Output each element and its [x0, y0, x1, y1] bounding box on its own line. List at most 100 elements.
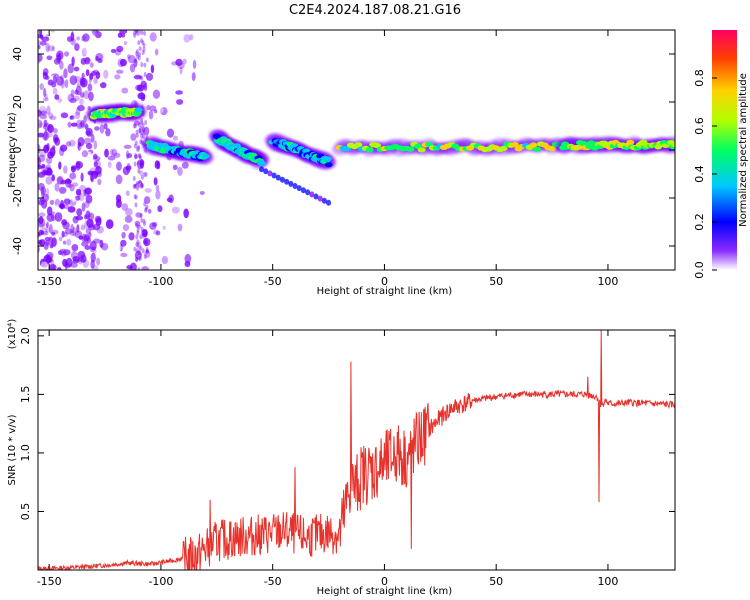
noise-blob — [143, 86, 147, 92]
noise-blob — [144, 119, 148, 125]
noise-blob — [140, 217, 144, 223]
noise-blob — [145, 72, 154, 81]
noise-blob — [142, 237, 151, 247]
noise-blob — [144, 188, 152, 193]
noise-blob — [43, 87, 47, 98]
noise-blob — [58, 236, 63, 242]
noise-blob — [138, 155, 142, 161]
noise-blob — [38, 39, 41, 47]
noise-blob — [141, 160, 145, 166]
noise-blob — [79, 92, 85, 98]
ridge-cell — [302, 148, 311, 154]
noise-blob — [137, 51, 141, 57]
noise-blob — [142, 46, 146, 52]
noise-blob — [38, 45, 41, 50]
noise-blob — [57, 267, 62, 270]
noise-blob — [76, 36, 80, 41]
noise-blob — [138, 170, 144, 176]
noise-blob — [68, 192, 72, 200]
noise-blob — [135, 223, 139, 229]
noise-blob — [105, 128, 111, 137]
noise-blob — [133, 161, 137, 167]
noise-blob — [76, 190, 82, 198]
noise-blob — [90, 173, 94, 182]
noise-blob — [38, 223, 45, 229]
noise-blob — [80, 224, 86, 231]
noise-blob — [138, 256, 142, 262]
noise-blob — [45, 176, 53, 185]
noise-blob — [184, 253, 192, 264]
noise-blob — [52, 45, 56, 52]
noise-blob — [137, 40, 141, 46]
noise-blob — [85, 127, 93, 137]
noise-blob — [94, 126, 100, 131]
noise-blob — [144, 30, 150, 38]
noise-blob — [120, 33, 126, 38]
ridge-cell — [324, 162, 333, 168]
noise-blob — [151, 221, 158, 227]
noise-blob — [135, 257, 139, 263]
noise-blob — [86, 236, 91, 244]
noise-blob — [60, 74, 64, 81]
noise-blob — [132, 30, 136, 36]
noise-blob — [179, 66, 183, 75]
colorbar-label: Normalized spectral amplitude — [738, 73, 749, 227]
noise-blob — [64, 51, 70, 57]
colorbar-tick-label: 0.6 — [693, 117, 706, 135]
noise-blob — [90, 252, 96, 263]
ridge-cell — [548, 146, 557, 152]
noise-blob — [127, 55, 136, 64]
noise-blob — [43, 167, 51, 176]
noise-blob — [142, 94, 146, 100]
noise-blob — [140, 30, 144, 36]
snr-series-line — [38, 330, 675, 570]
noise-blob — [42, 97, 49, 102]
noise-blob — [57, 98, 63, 103]
noise-blob — [137, 55, 141, 61]
noise-blob — [150, 64, 155, 74]
noise-blob — [70, 165, 77, 170]
noise-blob — [48, 224, 53, 234]
noise-blob — [46, 142, 50, 152]
noise-blob — [60, 79, 66, 89]
noise-blob — [45, 187, 50, 198]
noise-blob — [136, 160, 140, 166]
noise-blob — [85, 194, 93, 204]
noise-blob — [135, 185, 139, 191]
noise-blob — [137, 145, 141, 151]
noise-blob — [136, 239, 140, 245]
noise-blob — [74, 43, 80, 52]
noise-blob — [115, 199, 122, 209]
noise-blob — [161, 226, 166, 236]
noise-blob — [182, 58, 187, 65]
trail-cell — [313, 193, 319, 200]
noise-blob — [45, 75, 50, 81]
noise-blob — [77, 104, 85, 112]
figure-title: C2E4.2024.187.08.21.G16 — [289, 3, 461, 18]
noise-blob — [80, 35, 86, 42]
noise-blob — [113, 152, 121, 159]
noise-blob — [46, 131, 53, 138]
noise-blob — [83, 189, 88, 197]
noise-blob — [142, 126, 146, 132]
noise-blob — [38, 109, 42, 117]
noise-blob — [53, 45, 58, 54]
snr-frame — [37, 329, 676, 571]
noise-blob — [121, 231, 126, 239]
noise-blob — [38, 119, 43, 128]
noise-blob — [93, 160, 99, 168]
noise-blob — [148, 110, 154, 120]
noise-blob — [91, 30, 98, 36]
noise-blob — [96, 257, 101, 266]
noise-blob — [152, 89, 161, 99]
noise-blob — [142, 218, 146, 224]
noise-blob — [38, 217, 46, 227]
noise-blob — [84, 124, 90, 130]
noise-blob — [103, 123, 108, 130]
noise-blob — [51, 237, 57, 247]
noise-blob — [44, 236, 51, 242]
ridge-cell — [406, 146, 415, 152]
noise-blob — [84, 123, 89, 130]
noise-blob — [70, 250, 78, 260]
